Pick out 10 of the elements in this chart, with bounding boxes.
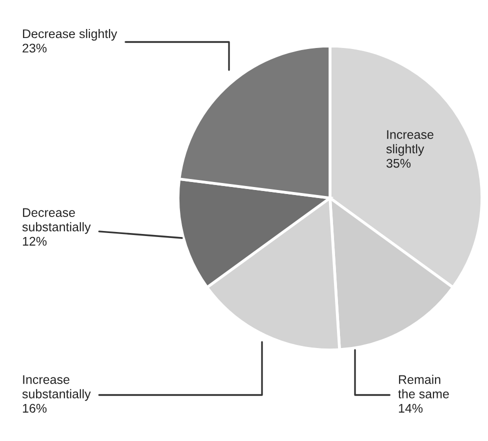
slice-label: Increase slightly: [386, 130, 434, 156]
slice-label: Decrease substantially: [22, 208, 91, 234]
data-label: 23%: [22, 44, 47, 53]
slice-label: Increase substantially: [22, 375, 91, 401]
slice-label: Decrease slightly: [23, 28, 118, 41]
data-label: 12%: [22, 236, 47, 246]
data-label: 35%: [386, 158, 411, 168]
data-label: 14%: [398, 404, 423, 413]
data-label: 16%: [22, 404, 47, 413]
slice-label: Remain the same: [398, 374, 449, 398]
